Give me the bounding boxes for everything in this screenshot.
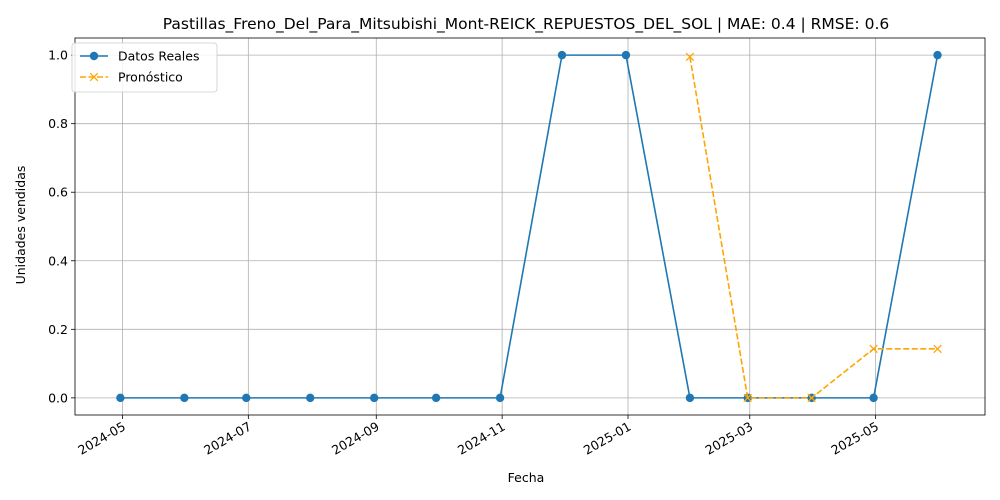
x-tick-label: 2025-03 — [703, 419, 756, 458]
y-tick-label: 0.6 — [48, 185, 68, 200]
legend: Datos Reales Pronóstico — [71, 42, 218, 93]
data-point-datos-reales — [431, 393, 441, 403]
y-tick-label: 0.2 — [48, 322, 68, 337]
data-point-datos-reales — [557, 50, 567, 60]
data-point-pron-stico — [743, 393, 752, 403]
series-line-pron-stico — [689, 56, 938, 399]
data-point-pron-stico — [869, 344, 878, 354]
data-point-datos-reales — [180, 393, 189, 403]
legend-label-pron-stico: Pronóstico — [118, 70, 183, 85]
x-axis-label: Fecha — [508, 470, 545, 485]
plot-frame — [74, 37, 986, 416]
data-point-datos-reales — [116, 393, 125, 403]
y-axis: 0.0 0.2 0.4 0.6 0.8 1.0 — [48, 48, 75, 405]
y-tick-label: 1.0 — [48, 48, 68, 63]
chart-title: Pastillas_Freno_Del_Para_Mitsubishi_Mont… — [163, 15, 889, 34]
grid-lines — [75, 38, 985, 415]
y-tick-label: 0.4 — [48, 253, 68, 268]
data-point-pron-stico — [685, 52, 695, 62]
x-tick-label: 2025-05 — [828, 419, 881, 458]
legend-label-datos-reales: Datos Reales — [118, 49, 199, 64]
data-point-datos-reales — [933, 50, 942, 60]
y-axis-label: Unidades vendidas — [13, 166, 28, 285]
data-point-datos-reales — [242, 393, 251, 403]
legend-marker-pron-stico — [89, 72, 99, 82]
y-tick-label: 0.8 — [48, 116, 68, 131]
data-point-datos-reales — [495, 393, 505, 403]
x-axis: 2024-05 2024-07 2024-09 2024-11 2025-01 2025-… — [75, 415, 881, 458]
data-point-pron-stico — [933, 344, 942, 354]
data-point-datos-reales — [306, 393, 315, 403]
data-point-pron-stico — [807, 393, 816, 403]
data-point-datos-reales — [370, 393, 379, 403]
legend-box — [71, 42, 218, 93]
data-point-datos-reales — [869, 393, 878, 403]
plot-area — [116, 50, 942, 403]
legend-marker-datos-reales — [89, 51, 99, 61]
series-line-datos-reales — [120, 54, 939, 399]
x-tick-label: 2024-07 — [201, 419, 254, 458]
x-tick-label: 2024-05 — [75, 419, 128, 458]
data-point-datos-reales — [621, 50, 631, 60]
x-tick-label: 2025-01 — [581, 419, 634, 458]
x-tick-label: 2024-09 — [329, 419, 382, 458]
data-point-datos-reales — [685, 393, 695, 403]
x-tick-label: 2024-11 — [455, 419, 508, 458]
y-tick-label: 0.0 — [48, 390, 68, 405]
